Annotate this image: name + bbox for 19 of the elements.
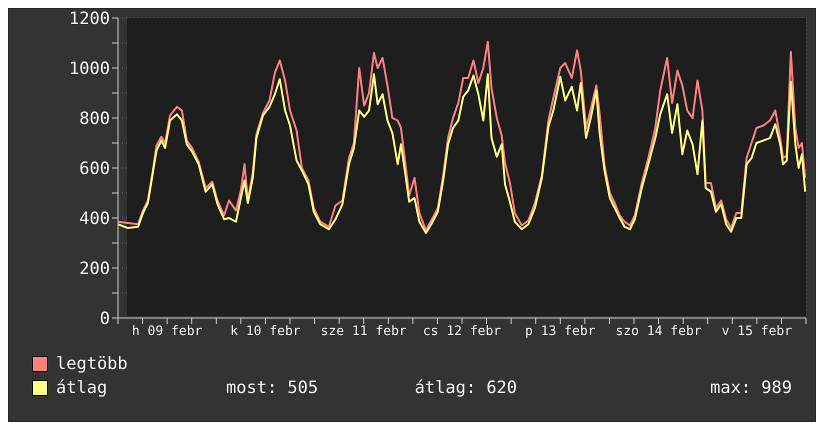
x-tick-label: szo 14 febr bbox=[616, 324, 702, 340]
legend-label: legtöbb bbox=[56, 354, 129, 374]
legend-label: átlag bbox=[56, 378, 108, 398]
y-tick-label: 0 bbox=[100, 309, 110, 330]
x-tick-label: p 13 febr bbox=[525, 324, 596, 340]
y-tick-label: 1200 bbox=[69, 9, 110, 30]
y-tick-label: 600 bbox=[79, 159, 110, 180]
x-tick-label: sze 11 febr bbox=[320, 324, 407, 340]
y-tick-label: 200 bbox=[79, 259, 110, 280]
x-tick-label: k 10 febr bbox=[230, 324, 301, 340]
x-tick-label: h 09 febr bbox=[132, 324, 203, 340]
y-tick-label: 400 bbox=[79, 209, 110, 230]
text: max: 989 bbox=[709, 378, 792, 398]
x-tick-label: v 15 febr bbox=[722, 324, 792, 340]
text: most: 505 bbox=[226, 378, 320, 398]
x-tick-label: cs 12 febr bbox=[422, 324, 502, 340]
y-tick-label: 800 bbox=[79, 109, 110, 130]
y-tick-label: 1000 bbox=[69, 59, 110, 80]
text: átlag: 620 bbox=[414, 378, 518, 398]
